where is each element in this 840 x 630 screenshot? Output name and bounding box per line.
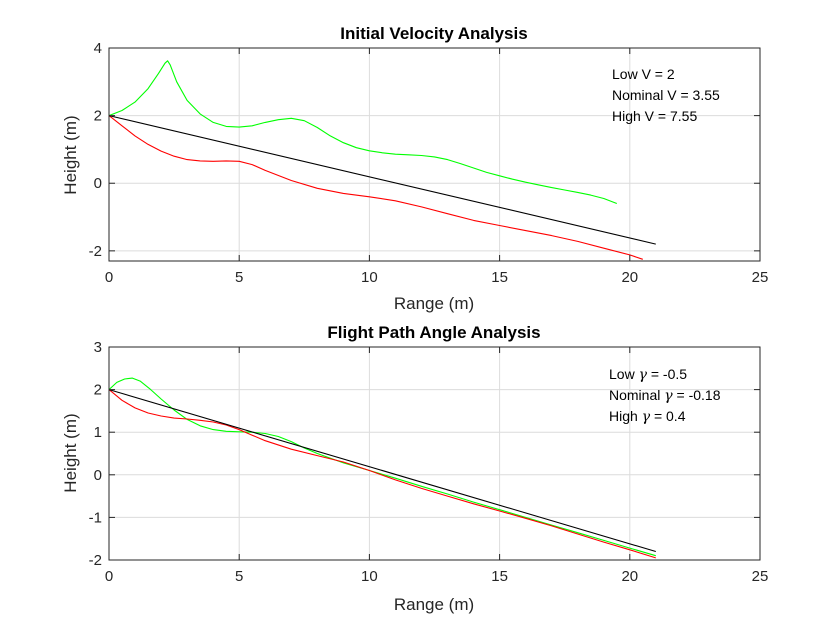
y-axis-label: Height (m) bbox=[61, 413, 80, 492]
x-tick-label: 0 bbox=[105, 568, 113, 585]
x-tick-label: 0 bbox=[105, 269, 113, 286]
series-line-2 bbox=[109, 115, 656, 245]
series-line-1 bbox=[109, 115, 643, 260]
x-axis-label: Range (m) bbox=[394, 294, 474, 313]
y-tick-label: 3 bbox=[94, 339, 102, 356]
y-tick-label: 2 bbox=[94, 382, 102, 399]
series-group bbox=[109, 60, 656, 260]
series-group bbox=[109, 377, 656, 559]
annotation-line-0: Low V = 2 bbox=[612, 66, 675, 82]
y-tick-label: -1 bbox=[89, 509, 102, 526]
x-tick-label: 15 bbox=[491, 568, 508, 585]
series-line-0 bbox=[109, 377, 656, 557]
plot-area bbox=[109, 48, 760, 261]
x-tick-label: 10 bbox=[361, 269, 378, 286]
x-tick-label: 15 bbox=[491, 269, 508, 286]
x-tick-label: 20 bbox=[621, 269, 638, 286]
y-tick-label: 4 bbox=[94, 40, 102, 57]
grid bbox=[109, 48, 760, 261]
x-tick-label: 5 bbox=[235, 568, 243, 585]
chart-flight-path-angle: 0 5 10 15 20 25 -2 -1 0 1 2 3 Low γ = -0.5 Nominal γ … bbox=[61, 323, 768, 614]
y-tick-label: 0 bbox=[94, 175, 102, 192]
y-tick-label: 1 bbox=[94, 424, 102, 441]
y-tick-label: -2 bbox=[89, 243, 102, 260]
x-tick-label: 25 bbox=[752, 568, 769, 585]
x-tick-label: 20 bbox=[621, 568, 638, 585]
annotation-line-0: Low γ = -0.5 bbox=[609, 366, 687, 383]
annotation-line-2: High γ = 0.4 bbox=[609, 408, 686, 425]
grid bbox=[109, 347, 760, 560]
plot-area bbox=[109, 347, 760, 560]
x-tick-label: 25 bbox=[752, 269, 769, 286]
series-line-2 bbox=[109, 389, 656, 553]
axes-frame bbox=[108, 47, 761, 262]
axes-frame bbox=[108, 346, 761, 561]
annotation-line-2: High V = 7.55 bbox=[612, 108, 697, 124]
x-tick-label: 10 bbox=[361, 568, 378, 585]
y-tick-label: -2 bbox=[89, 552, 102, 569]
series-line-0 bbox=[109, 60, 617, 205]
annotation-line-1: Nominal γ = -0.18 bbox=[609, 387, 721, 404]
series-line-1 bbox=[109, 389, 656, 559]
chart-title: Flight Path Angle Analysis bbox=[327, 323, 540, 342]
y-axis-label: Height (m) bbox=[61, 115, 80, 194]
y-tick-label: 2 bbox=[94, 108, 102, 125]
annotation-line-1: Nominal V = 3.55 bbox=[612, 87, 720, 103]
x-tick-label: 5 bbox=[235, 269, 243, 286]
chart-title: Initial Velocity Analysis bbox=[340, 24, 527, 43]
x-axis-label: Range (m) bbox=[394, 595, 474, 614]
y-tick-label: 0 bbox=[94, 467, 102, 484]
